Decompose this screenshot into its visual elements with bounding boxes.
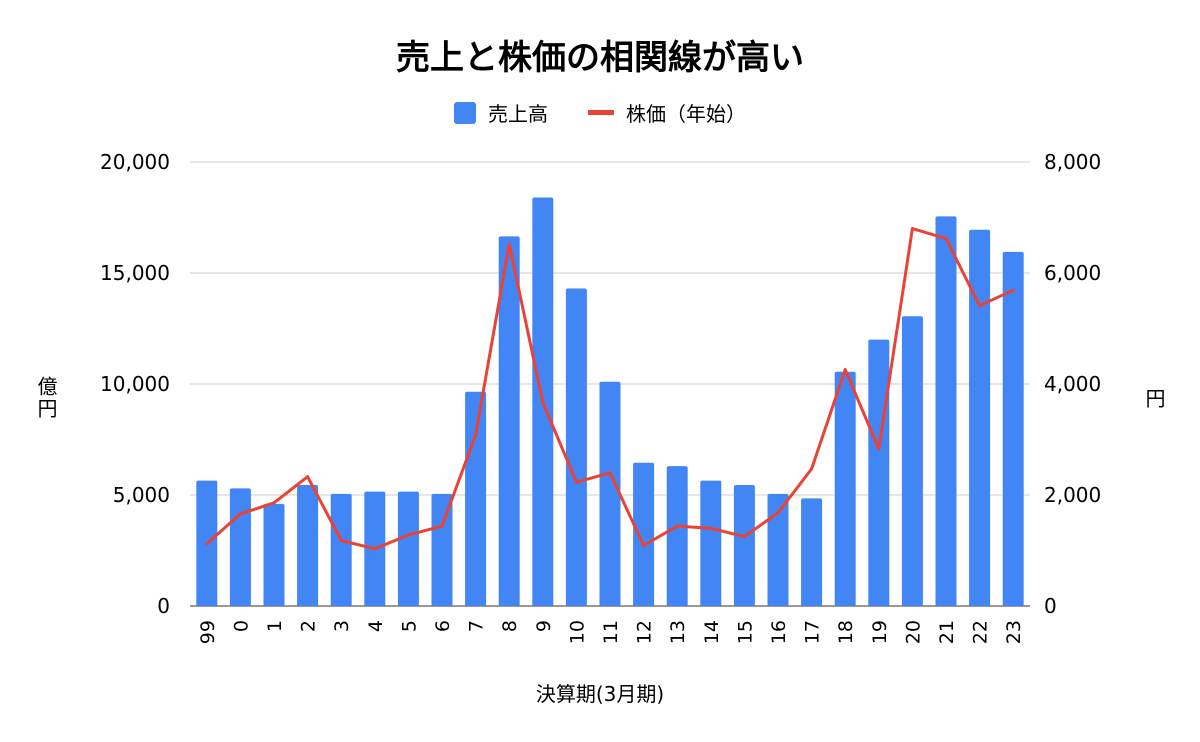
- x-tick-label: 12: [634, 620, 656, 644]
- x-tick-label: 9: [533, 620, 555, 632]
- bar: [901, 316, 923, 606]
- x-axis-title: 決算期(3月期): [535, 682, 665, 706]
- x-tick-label: 10: [566, 620, 588, 644]
- bar: [633, 462, 655, 606]
- bar: [935, 216, 957, 606]
- bar: [767, 493, 789, 606]
- x-tick-label: 13: [667, 620, 689, 644]
- stock-price-point: [1011, 288, 1015, 292]
- legend-swatch-stock-price: [588, 110, 614, 115]
- stock-price-point: [238, 512, 242, 516]
- bar: [330, 493, 352, 606]
- x-tick-label: 99: [197, 620, 219, 644]
- bar: [700, 480, 722, 606]
- stock-price-point: [474, 433, 478, 437]
- bar: [1002, 251, 1024, 606]
- stock-price-point: [272, 501, 276, 505]
- x-tick-label: 19: [869, 620, 891, 644]
- bar: [263, 503, 285, 606]
- x-tick-label: 2: [298, 620, 320, 632]
- stock-price-point: [776, 511, 780, 515]
- stock-price-point: [978, 304, 982, 308]
- y-tick-label-left: 20,000: [100, 150, 170, 174]
- x-tick-label: 4: [365, 620, 387, 632]
- stock-price-point: [709, 526, 713, 530]
- y-axis-left-title: 億円: [34, 376, 58, 420]
- stock-price-point: [642, 544, 646, 548]
- stock-price-point: [877, 447, 881, 451]
- x-tick-label: 16: [768, 620, 790, 644]
- x-tick-label: 20: [902, 620, 924, 644]
- y-tick-label-left: 5,000: [113, 483, 170, 507]
- bar: [565, 288, 587, 606]
- stock-price-point: [306, 475, 310, 479]
- stock-price-point: [205, 542, 209, 546]
- legend-label-stock-price: 株価（年始）: [626, 102, 746, 126]
- x-tick-label: 7: [466, 620, 488, 632]
- x-tick-label: 18: [835, 620, 857, 644]
- x-tick-label: 5: [398, 620, 420, 632]
- stock-price-point: [574, 480, 578, 484]
- legend: 売上高 株価（年始）: [0, 98, 1200, 127]
- y-axis-right-title: 円: [1142, 388, 1166, 408]
- bar: [431, 493, 453, 606]
- y-tick-label-right: 8,000: [1044, 150, 1101, 174]
- stock-price-point: [910, 227, 914, 231]
- bar: [397, 491, 419, 606]
- bar: [297, 485, 319, 606]
- y-tick-label-right: 2,000: [1044, 483, 1101, 507]
- bar: [465, 391, 487, 606]
- chart-title: 売上と株価の相関線が高い: [396, 38, 804, 78]
- legend-item-stock-price: 株価（年始）: [588, 98, 746, 127]
- bar: [969, 229, 991, 606]
- x-tick-label: 6: [432, 620, 454, 632]
- x-tick-label: 21: [936, 620, 958, 644]
- x-tick-label: 0: [230, 620, 252, 632]
- stock-price-point: [406, 533, 410, 537]
- bar: [801, 498, 823, 606]
- y-tick-label-left: 15,000: [100, 261, 170, 285]
- y-tick-label-left: 0: [157, 594, 170, 618]
- y-tick-label-right: 4,000: [1044, 372, 1101, 396]
- legend-swatch-sales: [454, 101, 476, 124]
- x-tick-label: 11: [600, 620, 622, 644]
- bar: [733, 485, 755, 606]
- y-tick-label-right: 0: [1044, 594, 1057, 618]
- bar: [229, 488, 251, 606]
- y-tick-label-left: 10,000: [100, 372, 170, 396]
- bar: [498, 236, 520, 606]
- bar: [868, 339, 890, 606]
- stock-price-point: [742, 535, 746, 539]
- bar: [666, 466, 688, 606]
- stock-price-point: [339, 539, 343, 543]
- x-tick-label: 8: [499, 620, 521, 632]
- x-tick-label: 14: [701, 620, 723, 644]
- y-tick-label-right: 6,000: [1044, 261, 1101, 285]
- x-tick-label: 15: [734, 620, 756, 644]
- legend-label-sales: 売上高: [488, 102, 548, 126]
- stock-price-point: [440, 524, 444, 528]
- stock-price-point: [541, 400, 545, 404]
- x-tick-label: 22: [970, 620, 992, 644]
- x-tick-label: 3: [331, 620, 353, 632]
- bar: [834, 371, 856, 606]
- stock-price-point: [675, 524, 679, 528]
- stock-price-point: [810, 467, 814, 471]
- x-tick-label: 17: [802, 620, 824, 644]
- legend-item-sales: 売上高: [454, 98, 548, 127]
- stock-price-point: [944, 237, 948, 241]
- stock-price-point: [373, 547, 377, 551]
- x-tick-label: 1: [264, 620, 286, 632]
- stock-price-point: [507, 242, 511, 246]
- stock-price-point: [608, 471, 612, 475]
- stock-price-point: [843, 368, 847, 372]
- bar: [599, 381, 621, 606]
- x-tick-label: 23: [1003, 620, 1025, 644]
